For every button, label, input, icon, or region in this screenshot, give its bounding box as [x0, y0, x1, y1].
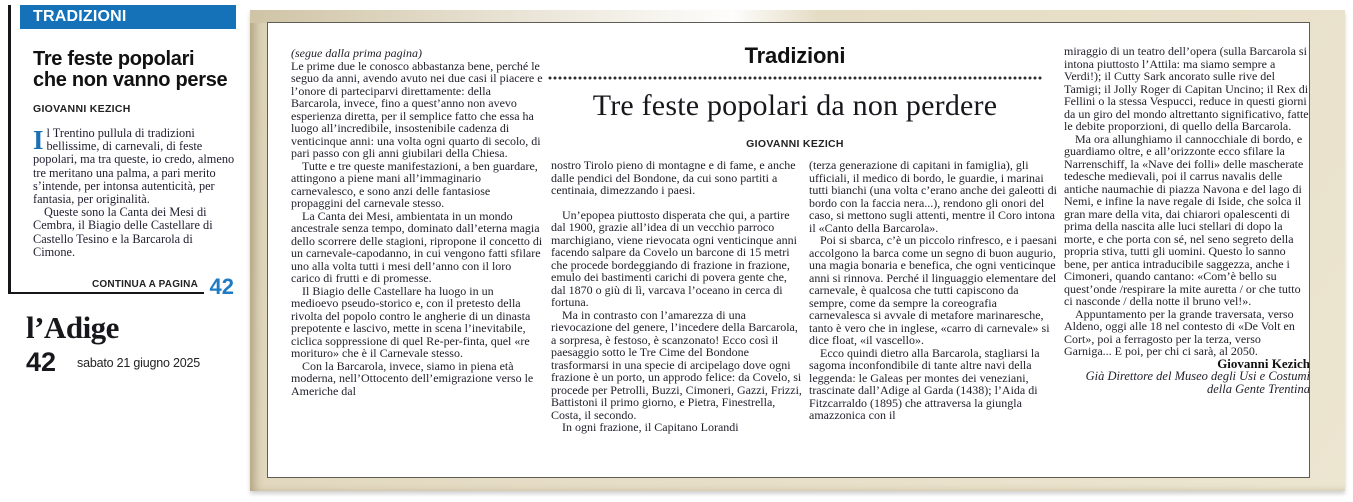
article-title: Tre feste popolari da non perdere — [592, 89, 998, 122]
page-number: 42 — [26, 347, 57, 377]
paragraph: Ma in contrasto con l’amarezza di una ri… — [551, 307, 802, 422]
continuation-label: CONTINUA A PAGINA — [92, 279, 198, 290]
rule-divider — [11, 292, 204, 294]
paragraph: Ma ora allunghiamo il cannocchiale di bo… — [1064, 131, 1304, 308]
paragraph: Poi si sbarca, c’è un piccolo rinfresco,… — [809, 233, 1057, 347]
paragraph: Le prime due le conosco abbastanza bene,… — [291, 58, 543, 160]
article-box: Tradizioni Tre feste popolari da non per… — [267, 22, 1310, 478]
paragraph: nostro Tirolo pieno di montagne e di fam… — [551, 159, 796, 197]
paragraph: La Canta dei Mesi, ambientata in un mond… — [291, 208, 543, 285]
teaser-paragraph: Queste sono la Canta dei Mesi di Cembra,… — [33, 205, 213, 259]
continuation-reference: CONTINUA A PAGINA 42 — [11, 266, 236, 299]
paragraph: Un’epopea piuttosto disperata che qui, a… — [551, 207, 797, 309]
section-band: TRADIZIONI — [20, 5, 236, 29]
article-kicker: Tradizioni — [744, 43, 846, 68]
paragraph: In ogni frazione, il Capitano Lorandi — [562, 420, 739, 434]
section-label: TRADIZIONI — [33, 8, 127, 25]
dotted-rule — [548, 76, 1042, 80]
front-page-teaser-box: TRADIZIONI Tre feste popolari che non va… — [8, 5, 236, 299]
paragraph: Ecco quindi dietro alla Barcarola, stagl… — [809, 345, 1040, 422]
folio-row: 42 sabato 21 giugno 2025 — [26, 347, 236, 378]
article-column-1: (segue dalla prima pagina) Le prime due … — [291, 47, 543, 471]
paragraph: Il Biagio delle Castellare ha luogo in u… — [291, 283, 531, 360]
article-column-4: miraggio di un teatro dell’opera (sulla … — [1064, 45, 1310, 473]
paragraph: miraggio di un teatro dell’opera (sulla … — [1064, 45, 1309, 133]
paragraph: Tutte e tre queste manifestazioni, a ben… — [291, 158, 538, 210]
drop-cap: I — [33, 125, 44, 155]
issue-date: sabato 21 giugno 2025 — [77, 355, 201, 370]
teaser-paragraph-text: l Trentino pullula di tradizioni belliss… — [33, 126, 235, 207]
article-column-3: (terza generazione di capitani in famigl… — [809, 159, 1059, 471]
signature-role: Già Direttore del Museo degli Usi e Cost… — [1085, 369, 1310, 396]
continuation-page-number: 42 — [209, 274, 234, 299]
article-column-2: nostro Tirolo pieno di montagne e di fam… — [551, 159, 803, 471]
paragraph: Con la Barcarola, invece, siamo in piena… — [291, 358, 534, 398]
paragraph: (terza generazione di capitani in famigl… — [809, 159, 1057, 235]
article-byline: GIOVANNI KEZICH — [746, 138, 844, 150]
teaser-headline: Tre feste popolari che non vanno perse — [33, 48, 228, 91]
continuation-note: (segue dalla prima pagina) — [291, 47, 422, 60]
scanned-page-panel: Tradizioni Tre feste popolari da non per… — [250, 10, 1345, 491]
teaser-byline: GIOVANNI KEZICH — [33, 103, 131, 115]
signature-name: Giovanni Kezich — [1217, 355, 1310, 371]
newspaper-logo: l’Adige — [26, 310, 119, 345]
article-header: Tradizioni Tre feste popolari da non per… — [548, 43, 1042, 150]
paragraph: Appuntamento per la grande traversata, v… — [1064, 306, 1295, 358]
